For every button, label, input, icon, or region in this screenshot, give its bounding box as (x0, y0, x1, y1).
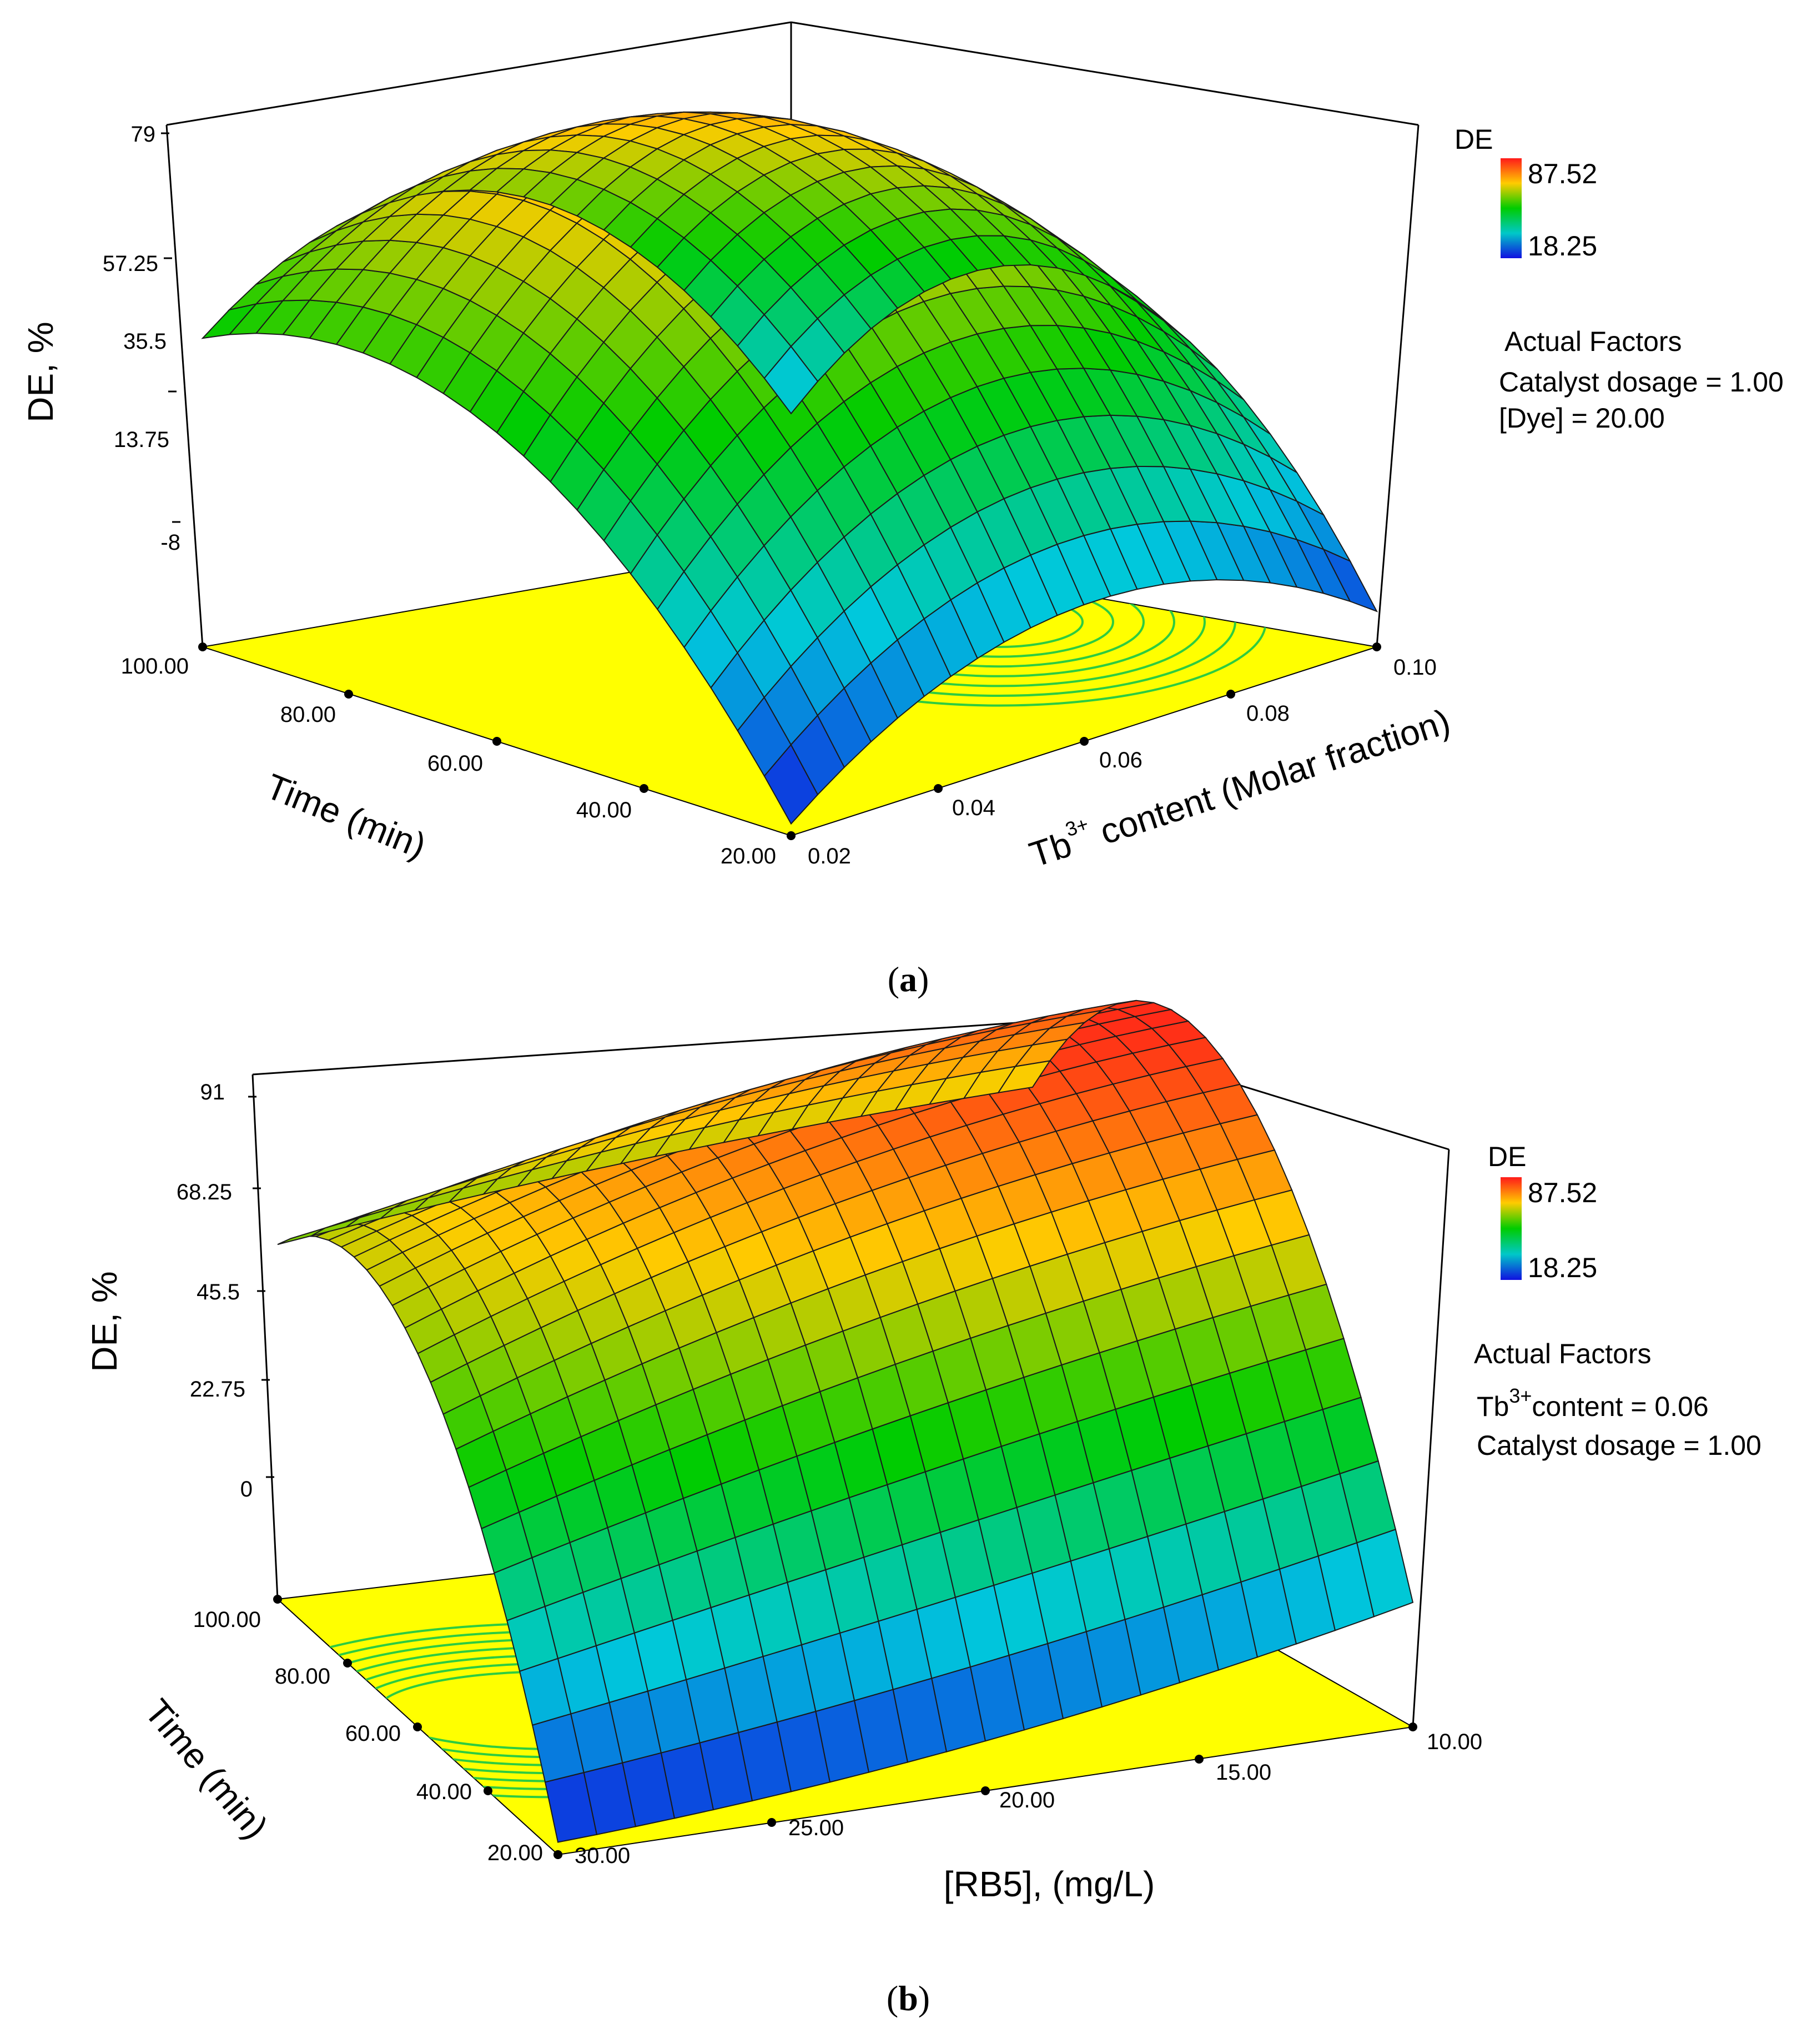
panel-a-x-tick-label: 40.00 (576, 798, 632, 822)
panel-b-legend-min: 18.25 (1528, 1252, 1597, 1283)
panel-b-y-axis-label: [RB5], (mg/L) (944, 1864, 1155, 1904)
panel-b-legend-title: DE (1488, 1141, 1526, 1172)
panel-a-legend-min: 18.25 (1528, 230, 1597, 262)
panel-b-x-tick-label: 100.00 (193, 1608, 261, 1632)
panel-b-y-tick-label: 30.00 (575, 1844, 630, 1868)
panel-b-response-surface (277, 1000, 1414, 1843)
panel-a-frame-edge (791, 21, 1419, 126)
panel-b-frame-edge (252, 1021, 1033, 1076)
panel-a-z-tick-label: -8 (160, 530, 180, 555)
panel-a-z-axis-label: DE, % (21, 322, 61, 422)
panel-a-y-tick-label: 0.08 (1246, 701, 1290, 726)
panel-a-caption: (a) (888, 960, 929, 999)
panel-a-frame-edge (165, 124, 204, 647)
panel-b-z-tick-label: 22.75 (190, 1377, 245, 1402)
panel-a-chart: 79 57.25 35.5 13.75 -8 DE, % 100.00 80.0… (21, 21, 1784, 999)
panel-a-y-tick-label: 0.10 (1393, 655, 1437, 680)
panel-b-x-tick-label: 40.00 (416, 1780, 472, 1804)
panel-b-frame-edge (251, 1074, 279, 1600)
panel-a-x-axis-label: Time (min) (260, 766, 431, 866)
panel-b-x-tick-label: 80.00 (275, 1664, 330, 1689)
panel-b-y-tick-marks (553, 1722, 1417, 1859)
panel-a-z-tick-label: 79 (131, 122, 156, 147)
panel-b-legend-max: 87.52 (1528, 1177, 1597, 1208)
panel-b-z-axis-label: DE, % (84, 1271, 124, 1372)
panel-a-x-tick-label: 60.00 (427, 751, 483, 776)
panel-a-surface-cell (763, 345, 819, 415)
panel-a-y-tick-marks (787, 642, 1381, 840)
panel-b-z-tick-label: 91 (200, 1080, 225, 1104)
panel-b-frame-edge (1412, 1149, 1450, 1727)
panel-b-actual-factor-2: Catalyst dosage = 1.00 (1477, 1430, 1761, 1461)
panel-b-caption: (b) (887, 1978, 930, 2018)
panel-a-frame-edge (1376, 124, 1420, 647)
panel-b-y-tick-label: 15.00 (1216, 1760, 1271, 1785)
panel-a-x-tick-label: 80.00 (280, 702, 336, 727)
panel-a-z-tick-label: 13.75 (114, 428, 169, 452)
panel-a-x-tick-label: 20.00 (721, 844, 776, 868)
panel-a-z-tick-marks (161, 132, 180, 523)
panel-b-z-tick-label: 0 (240, 1477, 253, 1501)
panel-b-z-tick-label: 68.25 (177, 1180, 232, 1204)
panel-b-legend-colorbar (1501, 1177, 1522, 1280)
panel-a-response-surface (201, 111, 1378, 825)
panel-a-legend-colorbar (1501, 158, 1522, 258)
panel-b-chart: 91 68.25 45.5 22.75 0 DE, % 100.00 80.00… (84, 1000, 1761, 2018)
panel-a-y-tick-label: 0.02 (808, 844, 851, 868)
panel-a-z-tick-label: 57.25 (103, 252, 158, 276)
panel-b-z-tick-label: 45.5 (197, 1280, 240, 1304)
panel-b-x-tick-label: 60.00 (345, 1721, 401, 1746)
panel-b-y-tick-label: 25.00 (788, 1816, 844, 1840)
panel-a-z-tick-label: 35.5 (123, 329, 167, 354)
panel-a-y-tick-label: 0.06 (1099, 748, 1142, 772)
panel-a-actual-factor-1: Catalyst dosage = 1.00 (1499, 366, 1784, 398)
panel-b-y-tick-label: 10.00 (1427, 1730, 1482, 1754)
panel-a-frame-edge (166, 21, 792, 126)
panel-b-x-axis-label: Time (min) (137, 1692, 276, 1847)
panel-a-legend-max: 87.52 (1528, 158, 1597, 189)
panel-b-x-tick-label: 20.00 (487, 1841, 543, 1865)
panel-b-surface-cell (997, 1060, 1051, 1094)
panel-a-actual-factors-title: Actual Factors (1504, 326, 1682, 357)
panel-a-actual-factor-2: [Dye] = 20.00 (1499, 403, 1665, 434)
panel-b-y-tick-label: 20.00 (999, 1788, 1055, 1812)
panel-a-x-tick-label: 100.00 (121, 654, 189, 679)
panel-a-y-tick-label: 0.04 (952, 796, 995, 820)
panel-b-z-tick-marks (248, 1096, 274, 1478)
panel-a-legend-title: DE (1454, 124, 1493, 155)
panel-b-actual-factors-title: Actual Factors (1474, 1338, 1652, 1369)
panel-b-actual-factor-1: Tb3+content = 0.06 (1477, 1384, 1709, 1422)
